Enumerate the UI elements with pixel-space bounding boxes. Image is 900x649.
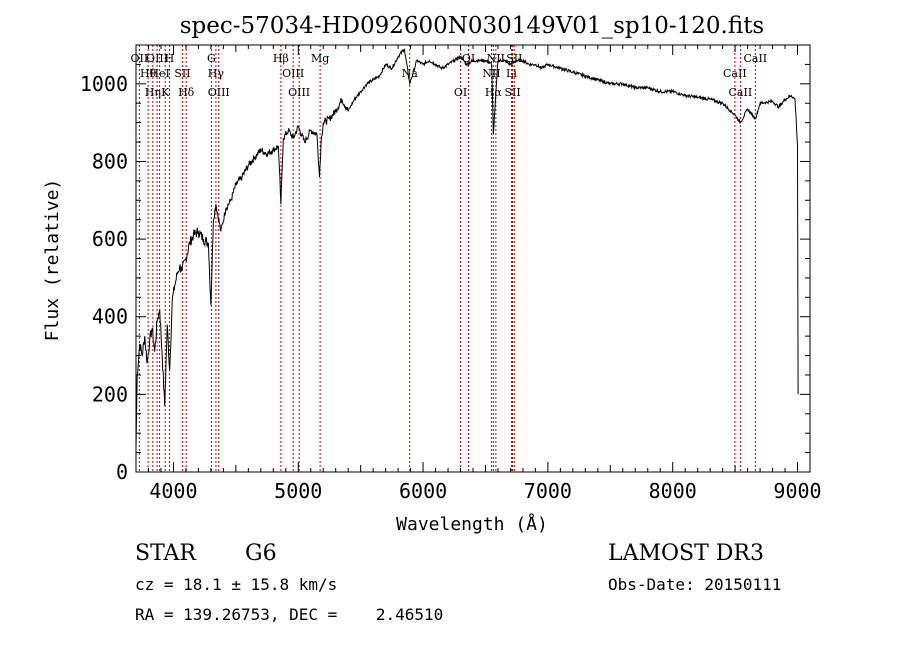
plot-frame	[135, 44, 811, 473]
spectral-line-label: Hδ	[178, 86, 195, 99]
obs-date-label: Obs-Date: 20150111	[608, 575, 781, 594]
flux-series-group	[135, 48, 799, 449]
chart-title: spec-57034-HD092600N030149V01_sp10-120.f…	[180, 13, 765, 39]
spectral-line-label: OI	[454, 86, 467, 99]
spectral-line-label: CaII	[723, 67, 747, 80]
x-tick-label: 5000	[274, 479, 322, 503]
spectral-line-label: Mg	[311, 52, 329, 65]
spectral-line-label: OIII	[146, 52, 168, 65]
spectral-line-label: HeI	[149, 67, 169, 80]
spectral-line-label: Hθ	[140, 67, 157, 80]
spectral-line-label: Li	[506, 67, 517, 80]
spectral-line-label: SII	[504, 86, 520, 99]
spectral-line-label: OIII	[288, 86, 310, 99]
survey-label: LAMOST DR3	[608, 541, 764, 566]
y-axis-label: Flux (relative)	[42, 179, 63, 342]
spectral-line-label: K	[161, 86, 170, 99]
axes-group: 4000 5000 6000 7000 8000 9000 0 200 400 600 800 100…	[80, 44, 822, 503]
x-tick-label: 6000	[399, 479, 447, 503]
spectral-line-label: OII	[131, 52, 149, 65]
x-axis-label: Wavelength (Å)	[396, 513, 548, 535]
spectral-line-label: CaII	[743, 52, 767, 65]
y-tick-label: 600	[92, 227, 128, 251]
spectral-line-label: Na	[402, 67, 419, 80]
y-tick-label: 400	[92, 305, 128, 329]
spectral-lines-group	[138, 45, 756, 472]
spectral-line-label: H	[165, 52, 175, 65]
object-class: STAR	[135, 541, 197, 566]
spectral-line-label: SII	[174, 67, 190, 80]
spectral-line-label: CaII	[729, 86, 753, 99]
x-tick-label: 7000	[524, 479, 572, 503]
redshift-label: cz = 18.1 ± 15.8 km/s	[135, 575, 337, 594]
x-tick-label: 4000	[149, 479, 197, 503]
object-subclass: G6	[245, 541, 277, 566]
x-tick-label: 9000	[773, 479, 821, 503]
spectral-line-label: SII	[506, 52, 522, 65]
spectral-line-label: NII	[487, 52, 505, 65]
coordinates-label: RA = 139.26753, DEC = 2.46510	[135, 605, 443, 624]
spectral-line-label: Hβ	[273, 52, 289, 65]
y-tick-label: 200	[92, 382, 128, 406]
spectral-line-label: Hγ	[208, 67, 225, 80]
y-tick-label: 1000	[80, 72, 128, 96]
spectral-line-labels-group: OII Hθ Hη OIII HeI K H SII Hδ G Hγ OIII Hβ OIII OIII Mg…	[131, 52, 768, 99]
spectral-line-label: Hη	[145, 86, 161, 99]
y-tick-label: 0	[116, 460, 128, 484]
spectral-line-label: OIII	[282, 67, 304, 80]
spectral-line-label: Hα	[485, 86, 503, 99]
spectral-line-label: G	[207, 52, 216, 65]
x-tick-label: 8000	[649, 479, 697, 503]
flux-line	[135, 48, 799, 449]
spectral-line-label: OIII	[208, 86, 230, 99]
y-tick-label: 800	[92, 149, 128, 173]
